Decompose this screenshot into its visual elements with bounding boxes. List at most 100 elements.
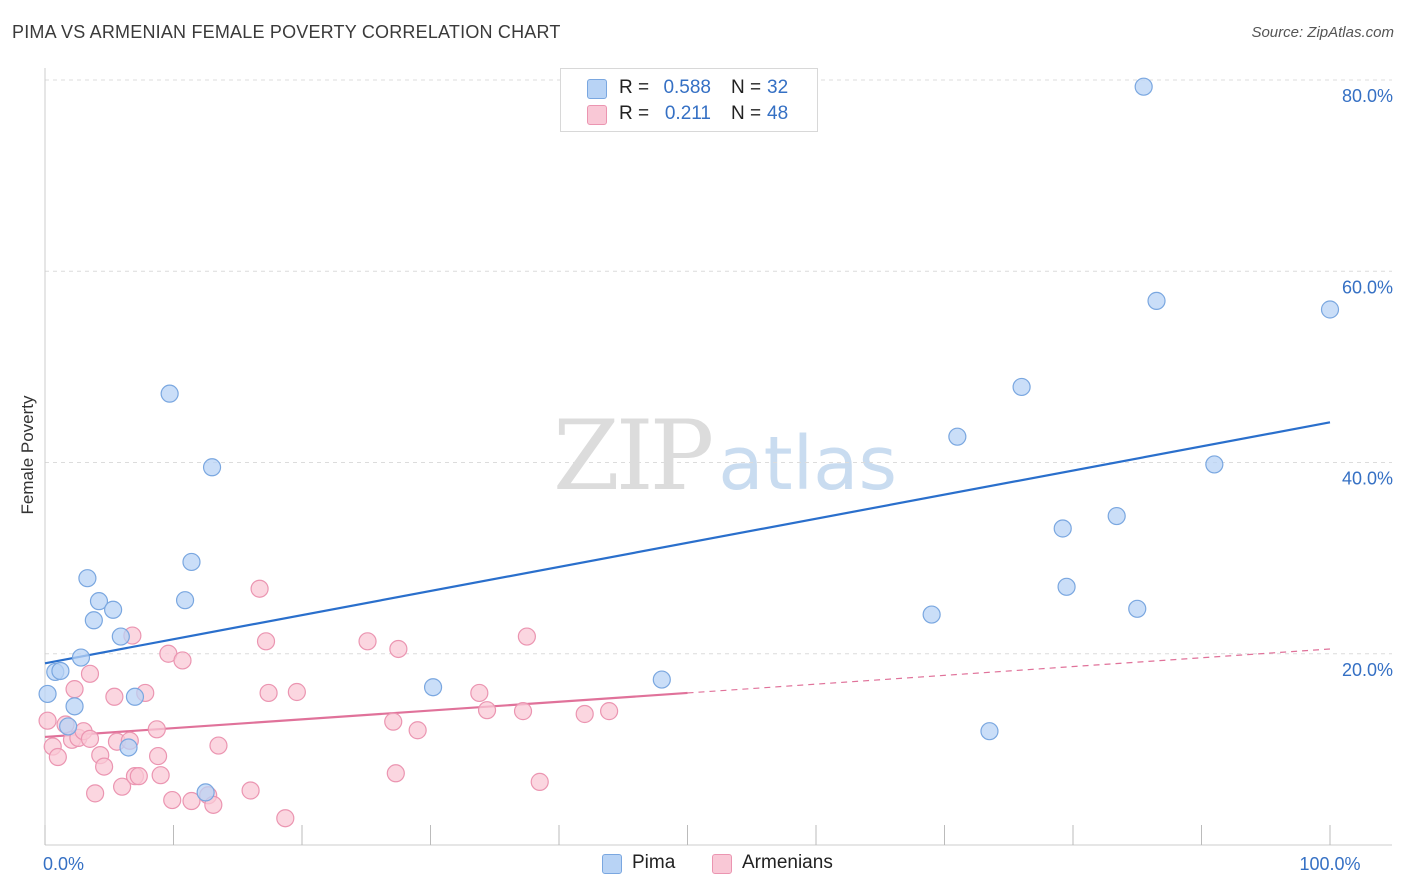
pima-swatch xyxy=(587,79,607,99)
armenian-point xyxy=(80,664,100,683)
armenian-point xyxy=(182,791,201,811)
y-tick-label: 80.0% xyxy=(1342,86,1393,106)
armenian-point xyxy=(517,627,536,646)
pima-point xyxy=(196,783,215,802)
n-label: N = xyxy=(731,77,762,98)
legend-row-pima: R = 0.588 N = 32 xyxy=(561,75,817,101)
r-label: R = xyxy=(619,77,650,98)
armenian-point xyxy=(105,687,124,706)
pima-point xyxy=(948,427,967,446)
pima-point xyxy=(175,591,195,610)
pima-point xyxy=(423,678,443,697)
pima-point xyxy=(51,661,70,681)
armenian-point xyxy=(408,721,427,740)
armenians-legend-swatch xyxy=(712,854,732,874)
pima-point xyxy=(160,384,179,403)
pima-point xyxy=(652,670,671,689)
watermark-zip: ZIP xyxy=(553,400,714,512)
r-label: R = xyxy=(619,103,650,124)
armenian-point xyxy=(173,651,192,670)
x-tick-label: 100.0% xyxy=(1299,854,1360,874)
pima-point xyxy=(1012,377,1031,397)
pima-point xyxy=(1147,291,1166,310)
armenian-point xyxy=(163,790,182,810)
tick-label-layer: 20.0% 40.0% 60.0% 80.0% 0.0% 100.0% xyxy=(43,86,1393,874)
armenian-point xyxy=(48,747,67,767)
pima-point xyxy=(89,592,109,611)
y-tick-label: 20.0% xyxy=(1342,660,1393,680)
armenian-point xyxy=(86,784,105,803)
armenian-point xyxy=(575,704,594,724)
armenian-point xyxy=(386,764,405,783)
pima-point xyxy=(1134,77,1153,96)
watermark-atlas: atlas xyxy=(718,421,898,507)
watermark: ZIP atlas xyxy=(553,400,897,512)
armenian-point xyxy=(95,757,114,776)
correlation-legend: R = 0.588 N = 32 R = 0.211 N = 48 xyxy=(560,68,818,132)
r-value: 0.211 xyxy=(664,103,711,124)
trend-line-layer xyxy=(44,421,1331,739)
armenian-point xyxy=(250,579,269,598)
armenian-point xyxy=(241,781,260,800)
armenian-trend-extension xyxy=(687,648,1331,694)
n-value: 48 xyxy=(767,103,789,124)
pima-point xyxy=(119,738,138,757)
point-layer xyxy=(38,77,1340,828)
armenian-point xyxy=(358,632,377,651)
armenian-point xyxy=(513,702,533,721)
armenian-point xyxy=(477,701,497,720)
pima-point xyxy=(1107,506,1126,526)
pima-point xyxy=(980,722,999,741)
pima-point xyxy=(202,458,222,477)
pima-point xyxy=(104,600,123,619)
r-value: 0.588 xyxy=(663,77,711,98)
pima-point xyxy=(78,569,97,588)
armenian-point xyxy=(276,809,295,828)
pima-trend-line xyxy=(44,421,1331,665)
grid-layer xyxy=(45,79,1392,655)
armenian-point xyxy=(209,736,228,755)
axis-layer xyxy=(44,68,1392,846)
armenian-point xyxy=(256,632,276,651)
armenian-point xyxy=(530,772,549,791)
armenian-point xyxy=(600,702,619,721)
legend-row-armenians: R = 0.211 N = 48 xyxy=(561,101,817,127)
pima-point xyxy=(1057,577,1076,596)
armenian-point xyxy=(151,766,170,785)
armenians-swatch xyxy=(587,105,607,125)
armenian-point xyxy=(389,639,408,659)
pima-point xyxy=(1053,519,1072,538)
chart-title: PIMA VS ARMENIAN FEMALE POVERTY CORRELAT… xyxy=(12,22,561,42)
pima-point xyxy=(1205,455,1224,474)
pima-point xyxy=(59,717,78,736)
armenian-point xyxy=(80,729,100,748)
y-tick-label: 40.0% xyxy=(1342,469,1393,489)
armenian-point xyxy=(148,746,168,766)
n-label: N = xyxy=(731,103,762,124)
pima-legend-swatch xyxy=(602,854,622,874)
n-value: 32 xyxy=(767,77,789,98)
armenian-point xyxy=(259,683,278,703)
pima-legend-label: Pima xyxy=(632,852,676,873)
source-credit: Source: ZipAtlas.com xyxy=(1251,24,1394,41)
pima-point xyxy=(182,552,201,572)
armenian-point xyxy=(287,682,306,702)
armenian-point xyxy=(147,720,166,739)
pima-point xyxy=(65,697,84,716)
x-tick-label: 0.0% xyxy=(43,854,84,874)
pima-point xyxy=(1320,300,1340,319)
pima-point xyxy=(922,605,941,624)
pima-point xyxy=(38,684,57,704)
pima-point xyxy=(84,611,103,630)
armenian-point xyxy=(129,767,148,786)
pima-point xyxy=(111,627,130,646)
armenian-point xyxy=(65,680,84,699)
armenian-point xyxy=(112,777,132,796)
armenian-point xyxy=(384,712,403,731)
pima-point xyxy=(71,648,91,667)
armenian-point xyxy=(38,711,57,730)
y-tick-label: 60.0% xyxy=(1342,277,1393,297)
armenian-point xyxy=(470,683,489,703)
series-legend: Pima Armenians xyxy=(0,852,1406,876)
